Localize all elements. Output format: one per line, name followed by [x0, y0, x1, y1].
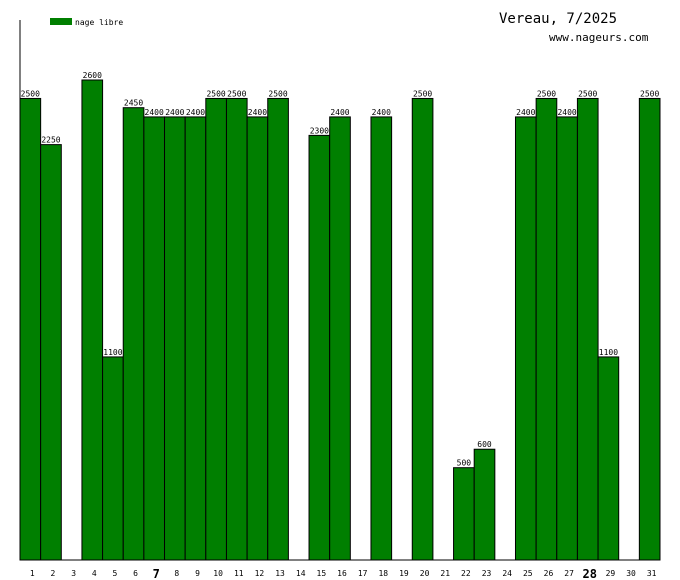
value-label-day-18: 2400: [372, 108, 391, 117]
x-tick-5: 5: [112, 569, 117, 578]
value-label-day-6: 2450: [124, 99, 143, 108]
bar-day-22: [453, 467, 475, 561]
x-tick-6: 6: [133, 569, 138, 578]
x-tick-30: 30: [626, 569, 636, 578]
x-tick-labels: 1 2 3 4 5 6 7 8 9 10 11 12 13 14 15 16 17 18 19 20 21 22 23 24 2…: [30, 567, 657, 580]
bar-day-1: [19, 97, 42, 561]
value-label-day-7: 2400: [145, 108, 164, 117]
value-label-day-23: 600: [477, 440, 492, 449]
x-tick-1: 1: [30, 569, 35, 578]
chart-title: Vereau, 7/2025: [499, 11, 617, 27]
value-label-day-15: 2300: [310, 126, 329, 135]
bar-day-28: [576, 97, 599, 561]
bar-day-5: [102, 356, 124, 561]
x-tick-13: 13: [275, 569, 285, 578]
x-tick-17: 17: [358, 569, 368, 578]
value-label-day-8: 2400: [165, 108, 184, 117]
x-tick-25: 25: [523, 569, 533, 578]
bar-day-10: [205, 97, 227, 561]
legend: nage libre: [50, 18, 123, 27]
x-tick-7: 7: [153, 567, 160, 580]
x-tick-10: 10: [213, 569, 223, 578]
value-label-day-4: 2600: [83, 71, 102, 80]
bar-day-25: [514, 116, 537, 561]
value-label-day-10: 2500: [206, 89, 225, 98]
x-tick-15: 15: [317, 569, 327, 578]
value-label-day-16: 2400: [330, 108, 349, 117]
bar-day-4: [81, 79, 104, 561]
value-label-day-20: 2500: [413, 89, 432, 98]
legend-label: nage libre: [75, 18, 123, 27]
bar-day-27: [556, 116, 578, 561]
x-tick-11: 11: [234, 569, 244, 578]
x-tick-14: 14: [296, 569, 306, 578]
x-tick-2: 2: [51, 569, 56, 578]
x-tick-16: 16: [337, 569, 347, 578]
value-label-day-12: 2400: [248, 108, 267, 117]
bar-day-9: [184, 116, 207, 561]
chart-subtitle: www.nageurs.com: [549, 31, 649, 44]
value-label-day-31: 2500: [640, 89, 659, 98]
x-tick-19: 19: [399, 569, 409, 578]
bar-day-16: [329, 116, 351, 561]
bar-day-13: [267, 97, 289, 561]
value-label-day-29: 1100: [599, 348, 618, 357]
x-tick-28: 28: [583, 567, 597, 580]
bar-day-29: [597, 356, 620, 561]
bar-day-11: [225, 97, 248, 561]
bar-day-12: [246, 116, 269, 561]
x-tick-24: 24: [502, 569, 512, 578]
value-label-day-2: 2250: [41, 136, 60, 145]
value-label-day-28: 2500: [578, 89, 597, 98]
value-label-day-13: 2500: [268, 89, 287, 98]
x-tick-4: 4: [92, 569, 97, 578]
value-label-day-9: 2400: [186, 108, 205, 117]
value-label-day-22: 500: [457, 459, 472, 468]
bar-day-31: [638, 97, 661, 561]
x-tick-8: 8: [174, 569, 179, 578]
bar-day-7: [143, 116, 166, 561]
value-label-day-5: 1100: [103, 348, 122, 357]
value-label-day-25: 2400: [516, 108, 535, 117]
x-tick-9: 9: [195, 569, 200, 578]
x-tick-29: 29: [606, 569, 616, 578]
bars: [19, 79, 661, 561]
x-tick-12: 12: [255, 569, 265, 578]
bar-day-6: [122, 107, 145, 561]
bar-day-20: [411, 97, 434, 561]
bar-day-15: [308, 134, 331, 561]
value-label-day-26: 2500: [537, 89, 556, 98]
bar-day-23: [473, 448, 496, 561]
x-tick-18: 18: [378, 569, 388, 578]
bar-day-8: [164, 116, 186, 561]
x-tick-31: 31: [647, 569, 657, 578]
value-label-day-27: 2400: [557, 108, 576, 117]
x-tick-22: 22: [461, 569, 471, 578]
bar-day-18: [370, 116, 393, 561]
bar-day-2: [40, 144, 62, 561]
bar-day-26: [535, 97, 558, 561]
x-tick-3: 3: [71, 569, 76, 578]
value-label-day-11: 2500: [227, 89, 246, 98]
x-tick-23: 23: [482, 569, 492, 578]
x-tick-26: 26: [544, 569, 554, 578]
x-tick-27: 27: [564, 569, 574, 578]
legend-swatch: [50, 18, 72, 25]
x-tick-21: 21: [440, 569, 450, 578]
x-tick-20: 20: [420, 569, 430, 578]
value-label-day-1: 2500: [21, 89, 40, 98]
